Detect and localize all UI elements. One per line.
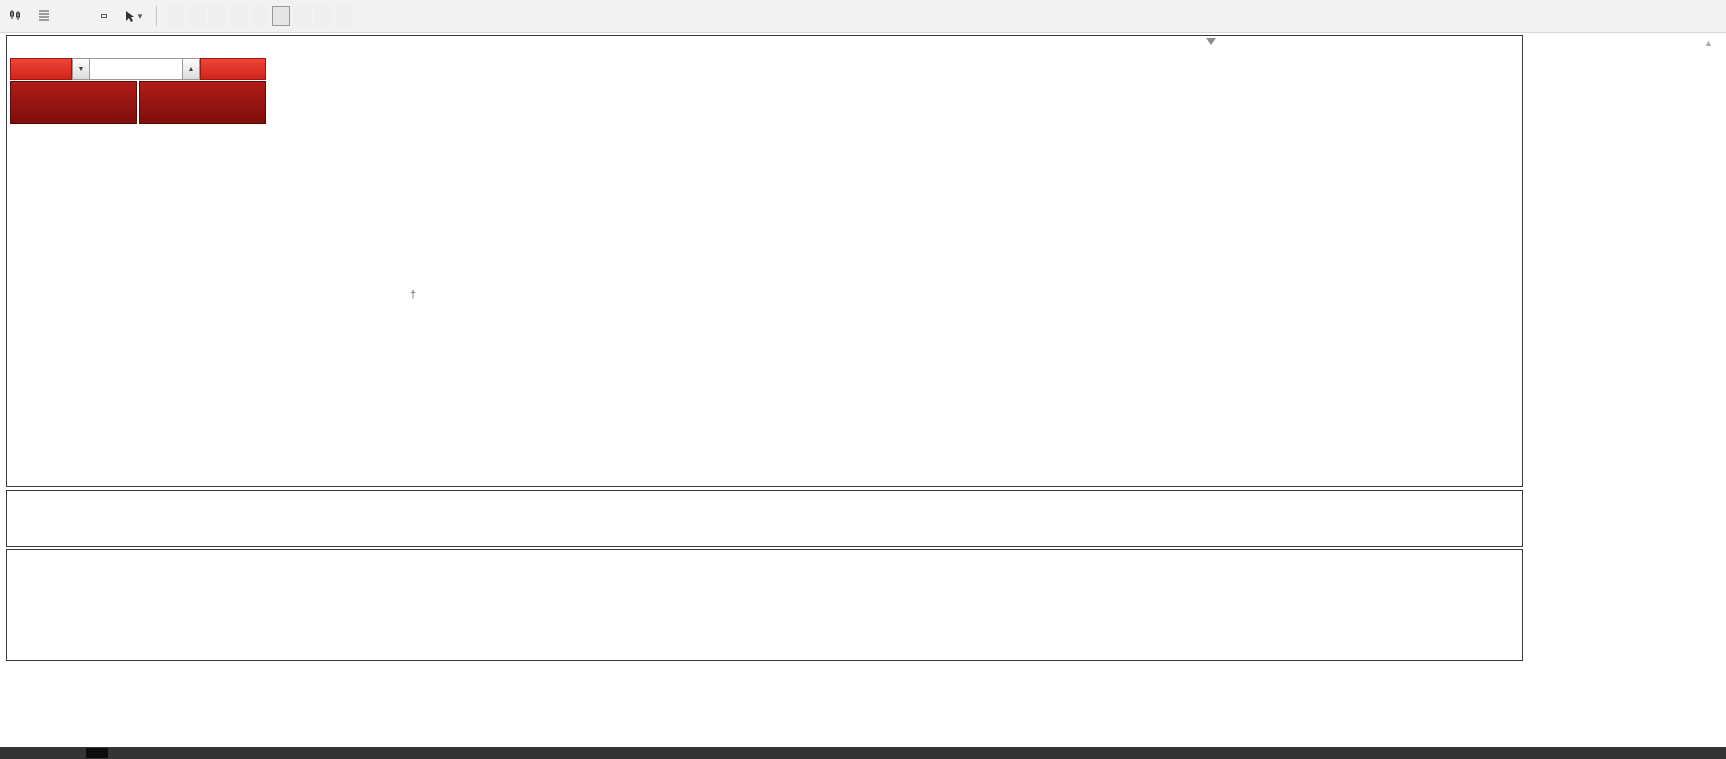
macd-panel[interactable] bbox=[6, 490, 1523, 547]
rsi-label-row bbox=[15, 553, 27, 565]
trade-widget-controls: ▼ ▲ bbox=[10, 58, 268, 80]
symbol-title bbox=[14, 41, 25, 53]
buy-button[interactable] bbox=[200, 58, 266, 80]
scrollbar-up-icon[interactable]: ▲ bbox=[1704, 38, 1713, 48]
candlestick-chart-icon[interactable] bbox=[4, 4, 30, 28]
timeframe-m15[interactable] bbox=[209, 6, 227, 26]
rsi-axis bbox=[1526, 550, 1586, 660]
time-axis bbox=[6, 663, 1523, 685]
bottom-strip-item bbox=[86, 748, 108, 758]
chevron-down-icon: ▾ bbox=[137, 10, 143, 21]
macd-label-row bbox=[15, 494, 33, 506]
letter-t-glyph bbox=[101, 14, 107, 18]
timeframe-h1[interactable] bbox=[251, 6, 269, 26]
pointer-glyph bbox=[125, 10, 134, 22]
one-click-trading-widget: ▼ ▲ bbox=[10, 58, 268, 124]
macd-chart bbox=[7, 491, 1522, 546]
text-annotation-icon[interactable] bbox=[62, 4, 88, 28]
rsi-chart bbox=[7, 550, 1522, 660]
volume-input[interactable] bbox=[90, 58, 182, 80]
sell-button[interactable] bbox=[10, 58, 72, 80]
timeframe-m30[interactable] bbox=[230, 6, 248, 26]
volume-up-button[interactable]: ▲ bbox=[182, 58, 200, 80]
bottom-strip bbox=[0, 747, 1726, 759]
timeframe-d1[interactable] bbox=[293, 6, 311, 26]
timeframe-w1[interactable] bbox=[314, 6, 332, 26]
timeframe-m1[interactable] bbox=[167, 6, 185, 26]
timeframe-h4[interactable] bbox=[272, 6, 290, 26]
rsi-panel[interactable] bbox=[6, 549, 1523, 661]
text-box-icon[interactable] bbox=[91, 4, 117, 28]
ask-price-box[interactable] bbox=[139, 81, 266, 124]
cursor-tool-icon[interactable]: ▾ bbox=[120, 4, 146, 28]
timeframe-mn[interactable] bbox=[335, 6, 353, 26]
chart-shift-marker-icon[interactable] bbox=[1206, 38, 1216, 45]
macd-axis bbox=[1526, 491, 1586, 546]
timeframe-m5[interactable] bbox=[188, 6, 206, 26]
price-axis bbox=[1526, 36, 1586, 488]
volume-down-button[interactable]: ▼ bbox=[72, 58, 90, 80]
bid-price-box[interactable] bbox=[10, 81, 137, 124]
grid-glyph bbox=[38, 10, 49, 20]
toolbar-separator bbox=[156, 6, 157, 26]
toolbar: ▾ bbox=[0, 0, 1726, 33]
chart-object-marker-icon: † bbox=[410, 289, 417, 301]
main-chart-panel[interactable]: ▼ ▲ † bbox=[6, 35, 1523, 487]
trade-widget-prices bbox=[10, 81, 268, 124]
mini-candles-glyph bbox=[9, 9, 20, 20]
grid-list-icon[interactable] bbox=[33, 4, 59, 28]
